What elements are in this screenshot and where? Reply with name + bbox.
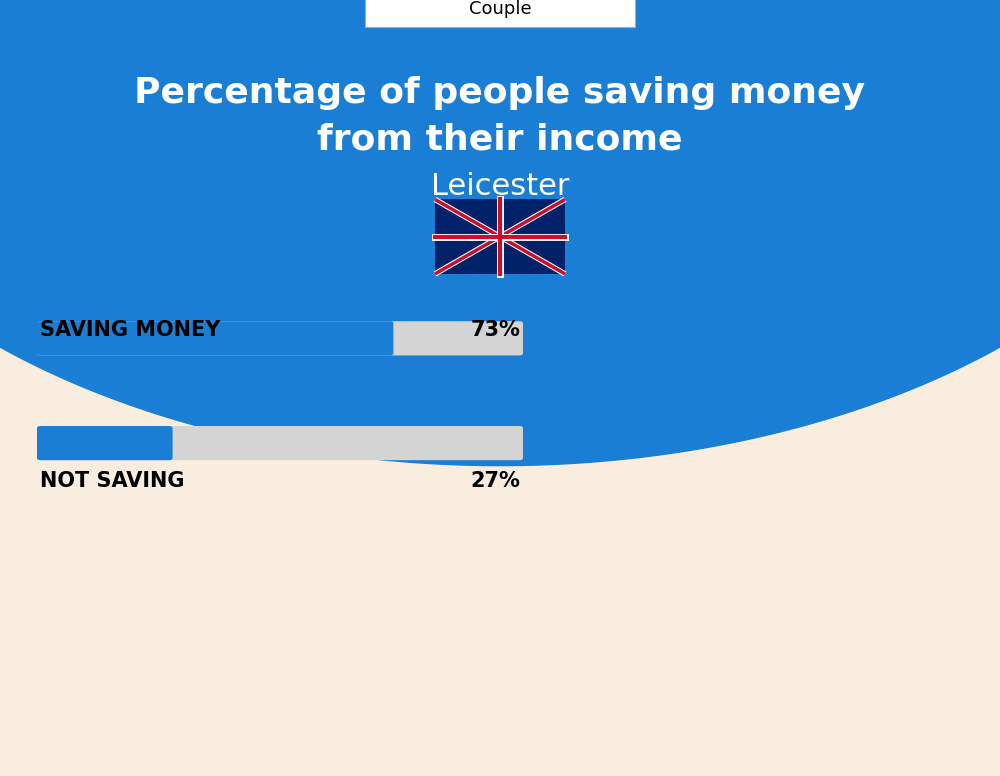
Polygon shape (0, 0, 1000, 466)
Text: 27%: 27% (470, 471, 520, 491)
Text: Leicester: Leicester (431, 171, 569, 201)
Text: Percentage of people saving money: Percentage of people saving money (134, 76, 866, 110)
Text: 73%: 73% (470, 320, 520, 340)
Text: NOT SAVING: NOT SAVING (40, 471, 184, 491)
FancyBboxPatch shape (37, 321, 523, 355)
Text: SAVING MONEY: SAVING MONEY (40, 320, 220, 340)
Text: from their income: from their income (317, 123, 683, 157)
FancyBboxPatch shape (37, 426, 173, 460)
Text: Couple: Couple (469, 0, 531, 18)
FancyBboxPatch shape (37, 321, 393, 355)
FancyBboxPatch shape (365, 0, 635, 27)
FancyBboxPatch shape (37, 426, 523, 460)
FancyBboxPatch shape (435, 199, 565, 274)
